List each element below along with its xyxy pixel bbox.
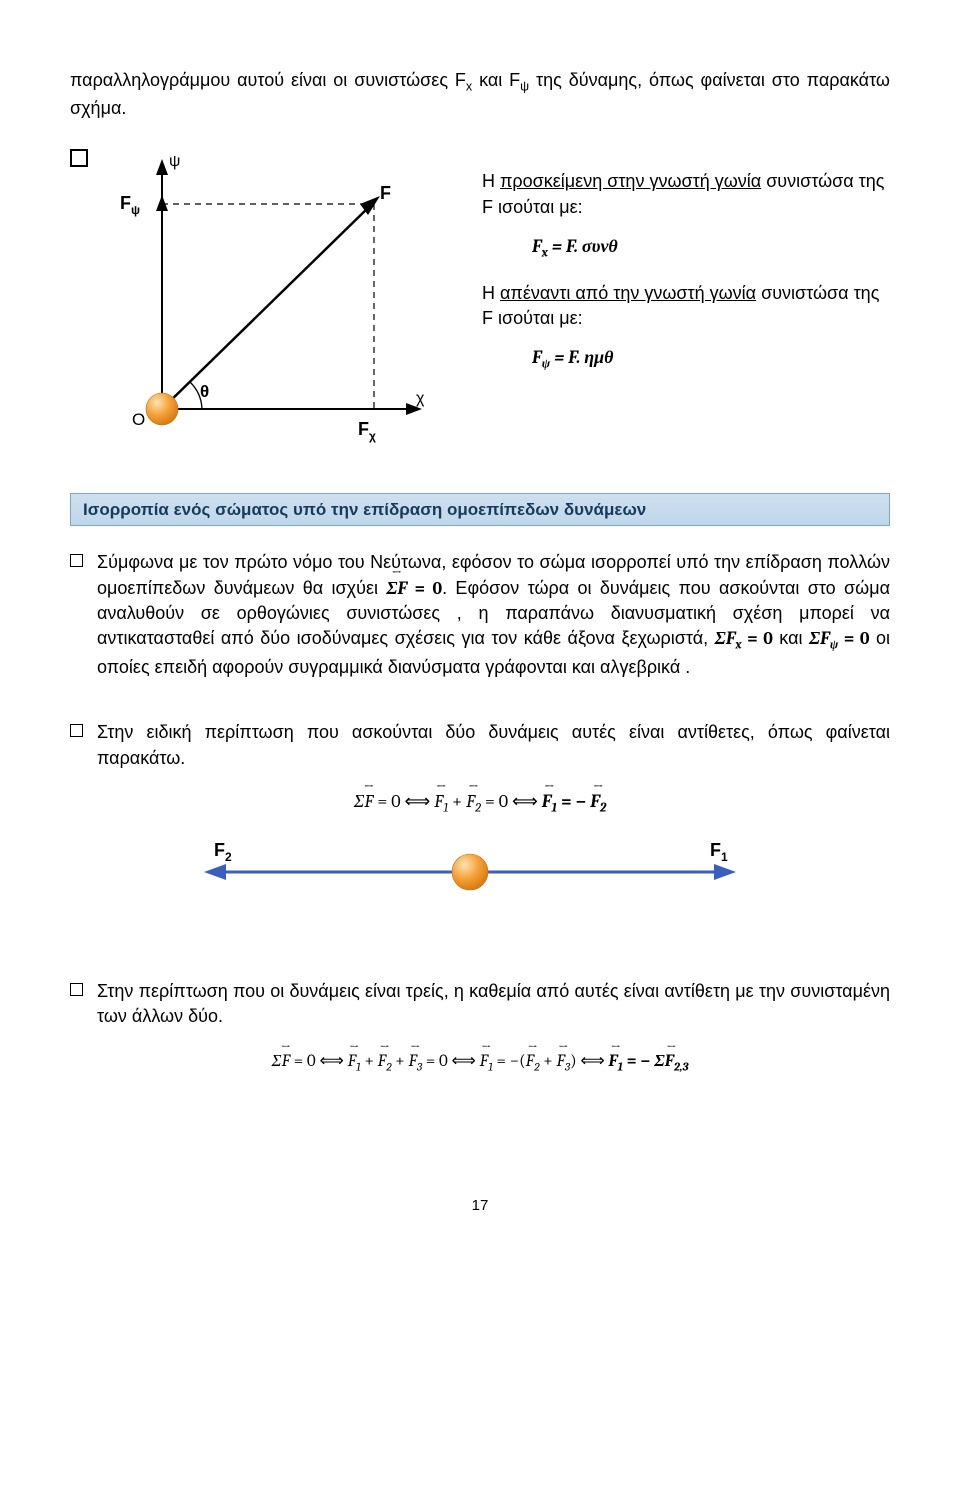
ec2-1c: 1 <box>618 1059 623 1073</box>
ec2-F2b: F <box>526 1052 534 1071</box>
svg-text:F: F <box>380 183 391 203</box>
p2-eqA2: = 0 <box>407 578 442 599</box>
ec2-e: ) ⟺ <box>570 1052 608 1071</box>
ec1-F1: F <box>434 791 443 812</box>
ec2-3: 3 <box>417 1059 422 1073</box>
svg-text:Fχ: Fχ <box>358 419 376 443</box>
ec2-F1: F <box>348 1052 356 1071</box>
two-forces-diagram: F2 F1 <box>190 832 890 909</box>
intro-text-2: και F <box>472 70 520 90</box>
formula-fpsi: Fψ = F. ημθ <box>532 345 890 374</box>
p2-eqB1r: = 0 <box>742 628 773 649</box>
ec1-1b: 1 <box>551 801 557 815</box>
ec2-F2: F <box>378 1052 386 1071</box>
ec1-1: 1 <box>443 801 448 815</box>
equilibrium-paragraph: Σύμφωνα με τον πρώτο νόμο του Νεύτωνα, ε… <box>97 550 890 680</box>
svg-text:θ: θ <box>200 382 209 401</box>
p2-eqB2: ΣF <box>809 628 830 649</box>
ec2-p1: + <box>361 1052 378 1071</box>
ec2-p2: + <box>392 1052 409 1071</box>
ec1-F: F <box>364 791 373 812</box>
ec1-2b: 2 <box>600 801 606 815</box>
page-number: 17 <box>70 1195 890 1216</box>
bullet-icon <box>70 724 83 737</box>
ec2-2b: 2 <box>534 1059 539 1073</box>
two-forces-equation: ΣF = 0 ⟺ F1 + F2 = 0 ⟺ F1 = − F2 <box>70 789 890 818</box>
two-forces-paragraph: Στην ειδική περίπτωση που ασκούνται δύο … <box>97 720 890 770</box>
ec2-F3: F <box>408 1052 416 1071</box>
ec1-mid2: = 0 ⟺ <box>481 791 542 812</box>
ec2-F1c: F <box>609 1052 618 1071</box>
bullet-icon <box>70 983 83 996</box>
svg-text:Ο: Ο <box>132 410 145 429</box>
ec2-1b: 1 <box>488 1059 493 1073</box>
eq2-sub: ψ <box>542 358 550 372</box>
psi-label: ψ <box>169 153 180 170</box>
p2-eqA: ΣF <box>386 578 407 599</box>
ec2-F3b: F <box>556 1052 564 1071</box>
ec1-plus: + <box>448 791 466 812</box>
bullet-icon <box>70 554 83 567</box>
rt-p1u: προσκείμενη στην γνωστή γωνία <box>500 171 761 191</box>
p2-t3: και <box>773 628 809 648</box>
ec1-eqminus: = − <box>557 791 590 812</box>
ec2-f: = − <box>623 1052 654 1071</box>
ec2-F: F <box>282 1052 290 1071</box>
rt-p2u: απέναντι από την γνωστή γωνία <box>500 283 756 303</box>
ec2-c: = 0 ⟺ <box>422 1052 480 1071</box>
intro-sub-psi: ψ <box>520 80 529 94</box>
intro-text-1: παραλληλογράμμου αυτού είναι οι συνιστώσ… <box>70 70 466 90</box>
rt-p2a: Η <box>482 283 500 303</box>
ec2-d: = −( <box>493 1052 526 1071</box>
bullet-icon <box>70 149 88 167</box>
ec2-p3: + <box>540 1052 557 1071</box>
intro-paragraph: παραλληλογράμμου αυτού είναι οι συνιστώσ… <box>70 68 890 121</box>
ec1-2: 2 <box>475 801 481 815</box>
p2-eqB1: ΣF <box>715 628 736 649</box>
ec1-mid: = 0 ⟺ <box>373 791 434 812</box>
diagram-svg: ψ Fψ F Ο θ χ Fχ <box>102 149 442 449</box>
three-forces-paragraph: Στην περίπτωση που οι δυνάμεις είναι τρε… <box>97 979 890 1029</box>
eq2-rest: = F. ημθ <box>550 347 613 368</box>
three-forces-equation: ΣF = 0 ⟺ F1 + F2 + F3 = 0 ⟺ F1 = −(F2 + … <box>70 1050 890 1075</box>
eq1-rest: = F. συνθ <box>548 236 618 257</box>
ec2-23: 2,3 <box>674 1059 689 1073</box>
p2-eqB2r: = 0 <box>838 628 869 649</box>
ec1-F2bb: F <box>590 791 600 812</box>
ec2-2: 2 <box>386 1059 391 1073</box>
ec2-SF23: ΣF <box>654 1052 674 1071</box>
ec1-F2: F <box>466 791 475 812</box>
svg-text:F1: F1 <box>710 840 728 864</box>
section-heading: Ισορροπία ενός σώματος υπό την επίδραση … <box>70 493 890 527</box>
formula-fx: Fx = F. συνθ <box>532 234 890 263</box>
svg-text:Fψ: Fψ <box>120 193 140 217</box>
svg-text:F2: F2 <box>214 840 232 864</box>
ec2-b: = 0 ⟺ <box>290 1052 348 1071</box>
ec2-3b: 3 <box>565 1059 570 1073</box>
svg-text:χ: χ <box>416 390 425 407</box>
eq2-F: F <box>532 347 542 368</box>
ec2-F1b: F <box>480 1052 488 1071</box>
rt-p1a: Η <box>482 171 500 191</box>
force-decomposition-diagram: ψ Fψ F Ο θ χ Fχ <box>102 149 442 456</box>
diagram-explanation: Η προσκείμενη στην γνωστή γωνία συνιστώσ… <box>442 149 890 374</box>
ec2-1: 1 <box>356 1059 361 1073</box>
eq1-F: F <box>532 236 542 257</box>
